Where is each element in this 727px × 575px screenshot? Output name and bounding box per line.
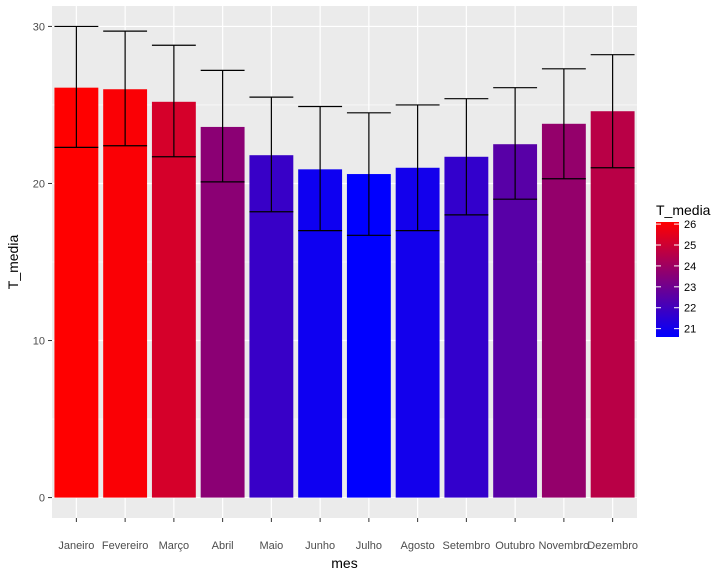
bar-fevereiro xyxy=(103,89,148,498)
x-tick-label: Junho xyxy=(305,540,335,552)
bar-abril xyxy=(200,126,245,498)
legend-colorbar xyxy=(656,222,679,337)
x-tick-label: Julho xyxy=(356,540,382,552)
legend-tick-label: 23 xyxy=(684,282,696,294)
x-tick-label: Fevereiro xyxy=(102,540,148,552)
x-tick-label: Dezembro xyxy=(587,540,638,552)
legend-tick-label: 24 xyxy=(684,261,696,273)
y-tick-label: 20 xyxy=(33,178,45,190)
x-axis-title: mes xyxy=(331,555,357,571)
y-axis: 0 10 20 30 xyxy=(33,21,52,505)
x-tick-label: Setembro xyxy=(443,540,491,552)
error-bars xyxy=(54,25,635,236)
x-tick-label: Março xyxy=(159,540,190,552)
y-tick-label: 10 xyxy=(33,336,45,348)
x-tick-label: Janeiro xyxy=(58,540,94,552)
x-axis: Janeiro Fevereiro Março Abril Maio Junho Julho… xyxy=(58,518,638,552)
y-axis-title: T_media xyxy=(5,235,21,290)
x-tick-label: Outubro xyxy=(495,540,535,552)
bars xyxy=(54,87,635,498)
y-tick-label: 0 xyxy=(39,493,45,505)
legend-tick-label: 25 xyxy=(684,240,696,252)
bar-janeiro xyxy=(54,87,99,498)
bar-outubro xyxy=(493,144,538,498)
legend-title: T_media xyxy=(656,202,711,218)
x-tick-label: Novembro xyxy=(539,540,590,552)
bar-dezembro xyxy=(590,111,635,498)
x-tick-label: Abril xyxy=(212,540,234,552)
bar-março xyxy=(151,101,196,498)
bar-novembro xyxy=(541,123,586,498)
legend-tick-label: 26 xyxy=(684,219,696,231)
x-tick-label: Agosto xyxy=(401,540,435,552)
legend-ticks: 21 22 23 24 25 26 xyxy=(656,219,696,336)
legend: T_media 21 22 23 24 25 26 xyxy=(656,202,711,337)
y-tick-label: 30 xyxy=(33,21,45,33)
legend-tick-label: 22 xyxy=(684,303,696,315)
legend-tick-label: 21 xyxy=(684,324,696,336)
x-tick-label: Maio xyxy=(259,540,283,552)
